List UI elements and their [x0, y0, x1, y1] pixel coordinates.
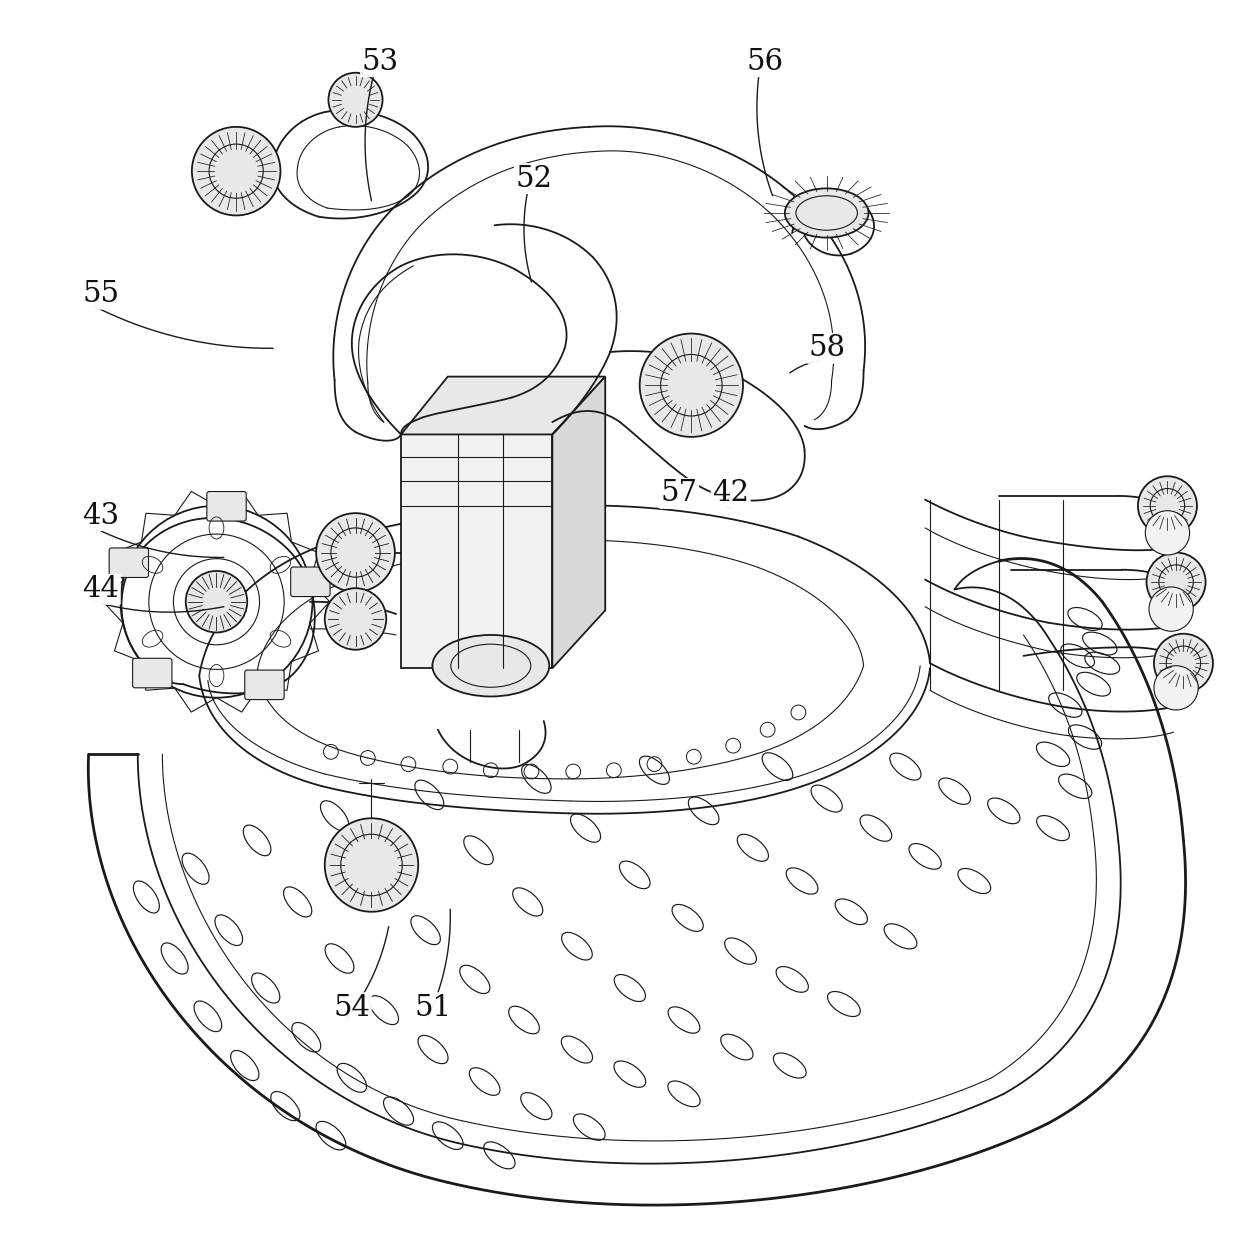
FancyBboxPatch shape [133, 658, 172, 688]
Circle shape [316, 513, 394, 592]
Circle shape [1154, 666, 1198, 710]
Text: 53: 53 [362, 48, 399, 75]
FancyBboxPatch shape [109, 547, 149, 577]
Text: 44: 44 [82, 576, 119, 603]
Text: 43: 43 [82, 502, 119, 530]
Circle shape [1154, 634, 1213, 693]
Circle shape [329, 73, 383, 127]
Polygon shape [552, 376, 605, 668]
Text: 56: 56 [746, 48, 784, 75]
Circle shape [325, 819, 418, 911]
Text: 52: 52 [516, 164, 552, 192]
Text: 42: 42 [712, 480, 749, 508]
FancyBboxPatch shape [207, 492, 247, 522]
Text: 51: 51 [414, 994, 451, 1022]
Ellipse shape [433, 635, 549, 697]
Circle shape [186, 571, 247, 633]
Text: 57: 57 [661, 480, 698, 508]
Circle shape [1149, 587, 1193, 631]
Text: 58: 58 [808, 334, 846, 363]
FancyBboxPatch shape [290, 567, 330, 597]
Circle shape [1138, 476, 1197, 535]
Circle shape [640, 334, 743, 436]
Polygon shape [401, 376, 605, 434]
Ellipse shape [785, 189, 868, 238]
Circle shape [1146, 510, 1189, 555]
FancyBboxPatch shape [244, 670, 284, 699]
Circle shape [325, 588, 386, 650]
Polygon shape [401, 434, 552, 668]
Circle shape [192, 127, 280, 216]
Text: 54: 54 [334, 994, 371, 1022]
Circle shape [1147, 552, 1205, 612]
Text: 55: 55 [82, 280, 119, 308]
